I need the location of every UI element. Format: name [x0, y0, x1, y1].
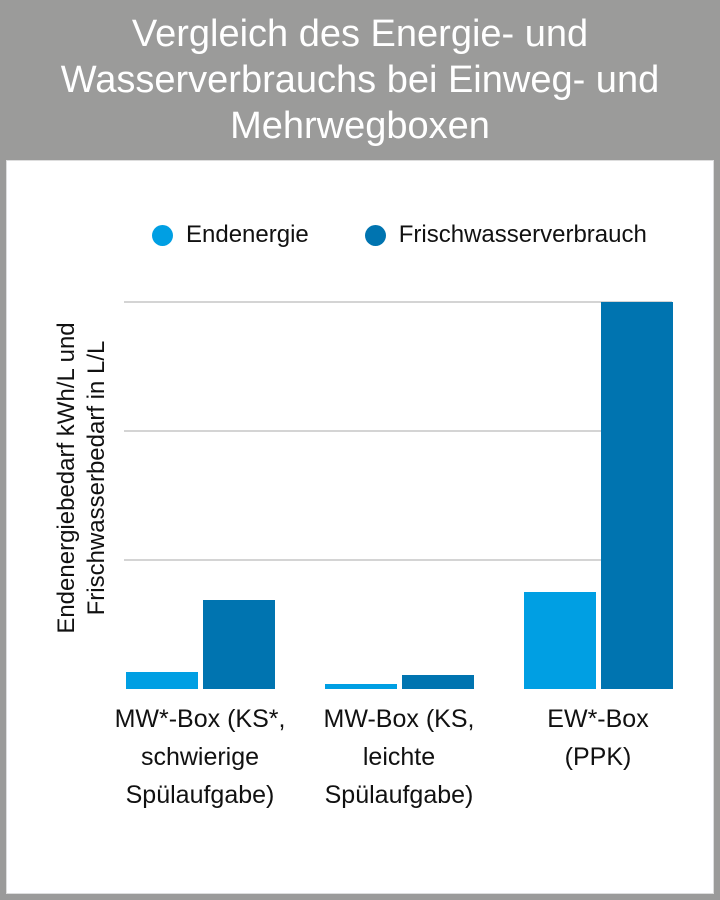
x-tick-label-2: EW*-Box (PPK)	[547, 705, 649, 771]
bar-endenergie-2	[523, 592, 596, 689]
legend-item: Frischwasserverbrauch	[364, 221, 647, 249]
x-tick-label-0: MW*-Box (KS*, schwierige Spülaufgabe)	[114, 705, 286, 809]
legend-label: Frischwasserverbrauch	[398, 221, 647, 248]
x-tick-label-1: MW-Box (KS, leichte Spülaufgabe)	[323, 705, 475, 809]
chart-panel	[6, 160, 714, 894]
bar-frischwasserverbrauch-1	[401, 674, 474, 689]
source-footer: Quelle: Fraunhofer UMSICHT: Reuse vs Rec…	[6, 827, 714, 900]
legend-label: Endenergie	[186, 221, 309, 248]
bar-endenergie-1	[324, 683, 397, 689]
title-bar: Vergleich des Energie- und Wasserverbrau…	[0, 0, 720, 160]
chart-title: Vergleich des Energie- und Wasserverbrau…	[60, 13, 660, 147]
bar-frischwasserverbrauch-2	[600, 302, 673, 689]
legend-dot-icon	[152, 224, 173, 246]
source-line: Quelle: Fraunhofer UMSICHT: Reuse vs Rec…	[6, 893, 714, 900]
bar-frischwasserverbrauch-0	[202, 599, 275, 689]
legend: Endenergie Frischwasserverbrauch	[152, 221, 647, 249]
legend-item: Endenergie	[152, 221, 309, 249]
gridline	[124, 430, 672, 432]
gridline	[124, 301, 672, 303]
legend-dot-icon	[364, 224, 386, 246]
gridline	[124, 559, 672, 561]
bar-endenergie-0	[125, 672, 198, 689]
y-axis-label: Endenergiebedarf kWh/L und Frischwasserb…	[53, 322, 110, 634]
